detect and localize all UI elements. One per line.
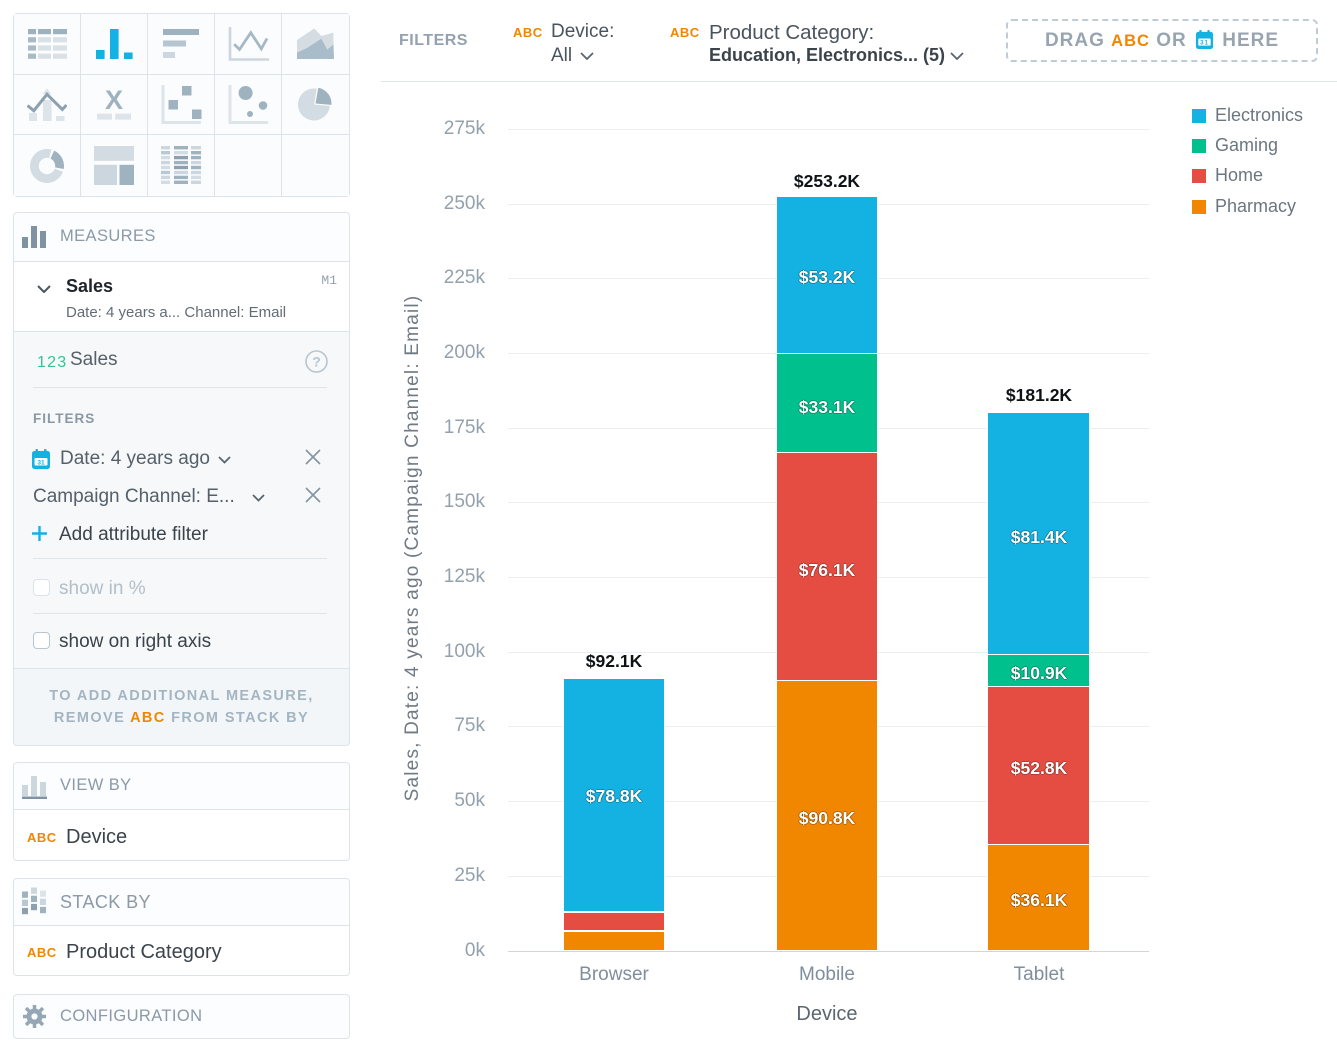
- svg-text:31: 31: [1200, 40, 1209, 47]
- svg-text:31: 31: [37, 460, 45, 467]
- svg-text:?: ?: [312, 354, 321, 370]
- svg-text:X: X: [105, 89, 123, 115]
